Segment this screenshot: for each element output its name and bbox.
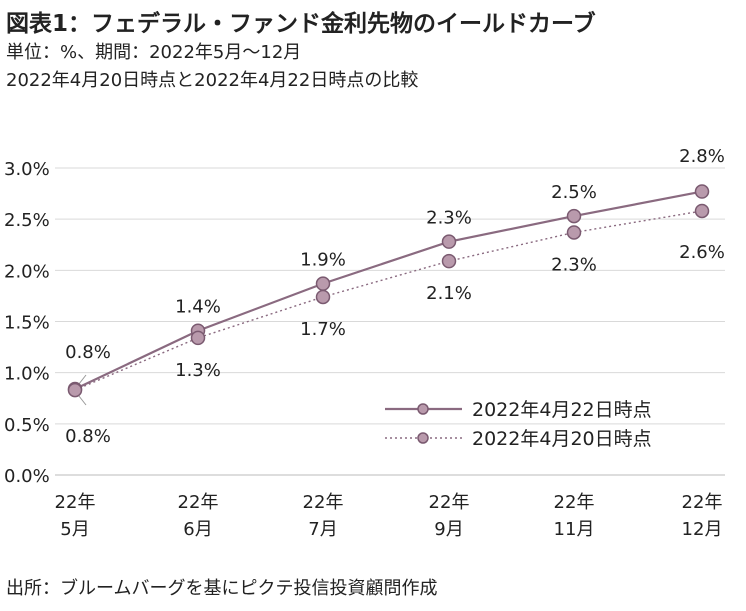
legend-label: 2022年4月20日時点 [472, 428, 652, 450]
data-label: 2.8% [679, 146, 725, 167]
data-label: 1.3% [175, 360, 221, 381]
data-label: 1.4% [175, 297, 221, 318]
y-tick-label: 3.0% [4, 159, 50, 180]
source-note: 出所：ブルームバーグを基にピクテ投信投資顧問作成 [6, 578, 438, 599]
y-tick-label: 2.5% [4, 210, 50, 231]
y-tick-label: 1.0% [4, 364, 50, 385]
x-tick-label: 11月 [554, 519, 595, 540]
x-tick-label: 22年 [178, 492, 219, 513]
x-tick-label: 22年 [682, 492, 723, 513]
legend-marker [417, 403, 429, 415]
x-tick-label: 12月 [682, 519, 723, 540]
y-tick-label: 0.0% [4, 466, 50, 487]
data-label: 0.8% [65, 426, 111, 447]
line-chart: 0.0% 0.5% 1.0% 1.5% 2.0% 2.5% 3.0% 22年 5月 22年 6月 22… [4, 146, 725, 540]
chart-subtitle-units: 単位：%、期間：2022年5月～12月 [6, 42, 302, 63]
chart-title: 図表1：フェデラル・ファンド金利先物のイールドカーブ [6, 11, 596, 37]
data-point [566, 208, 582, 224]
data-point [67, 382, 83, 398]
data-label: 2.3% [551, 254, 597, 275]
data-point [441, 253, 457, 269]
x-tick-label: 22年 [303, 492, 344, 513]
data-label: 1.7% [300, 319, 346, 340]
data-point [694, 203, 710, 219]
x-tick-label: 6月 [183, 519, 212, 540]
data-label: 2.6% [679, 242, 725, 263]
chart-subtitle-comparison: 2022年4月20日時点と2022年4月22日時点の比較 [6, 70, 419, 91]
x-tick-label: 22年 [55, 492, 96, 513]
data-point [441, 234, 457, 249]
y-tick-label: 2.0% [4, 261, 50, 282]
series-line [74, 190, 703, 391]
series-line [74, 210, 703, 391]
data-label: 1.9% [300, 250, 346, 271]
x-tick-label: 7月 [308, 519, 337, 540]
y-tick-label: 0.5% [4, 415, 50, 436]
x-tick-label: 9月 [434, 519, 463, 540]
data-point [566, 225, 582, 240]
data-point [694, 184, 710, 199]
x-tick-label: 5月 [60, 519, 89, 540]
data-label: 2.5% [551, 182, 597, 203]
legend-label: 2022年4月22日時点 [472, 399, 652, 421]
data-point [315, 276, 331, 291]
y-tick-label: 1.5% [4, 313, 50, 334]
data-label: 2.1% [426, 283, 472, 304]
data-label: 0.8% [65, 342, 111, 363]
data-label: 2.3% [426, 208, 472, 229]
data-point [315, 289, 331, 305]
legend-marker [417, 432, 429, 444]
x-tick-label: 22年 [429, 492, 470, 513]
x-tick-label: 22年 [554, 492, 595, 513]
data-point [190, 330, 206, 346]
